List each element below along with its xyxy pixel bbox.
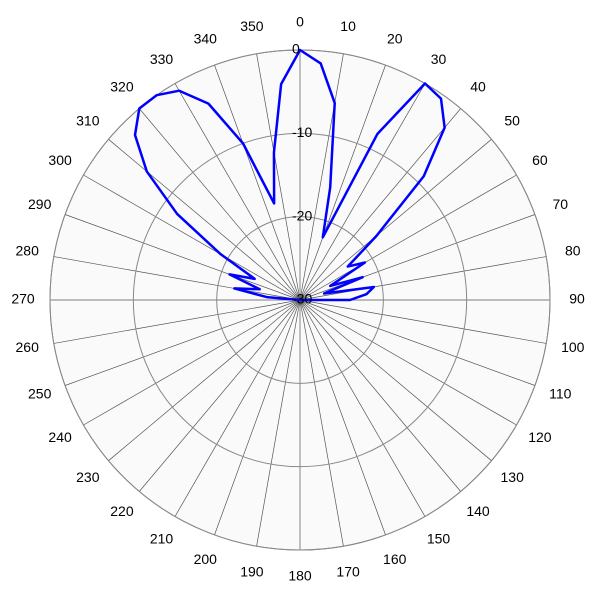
angle-label: 330 — [150, 51, 174, 67]
spoke — [174, 299, 301, 517]
spoke — [299, 83, 426, 301]
angle-label: 150 — [427, 531, 451, 547]
r-tick-label: -10 — [292, 124, 312, 140]
angle-label: 240 — [48, 429, 72, 445]
spoke — [299, 108, 461, 301]
angle-label: 70 — [553, 196, 569, 212]
angle-label: 190 — [240, 563, 264, 579]
spoke — [139, 108, 301, 301]
spoke — [299, 299, 386, 536]
r-tick-label: 0 — [292, 41, 300, 57]
angle-label: 180 — [288, 568, 312, 584]
spoke — [299, 299, 547, 344]
spoke — [299, 299, 536, 386]
spoke — [139, 299, 301, 492]
angle-label: 280 — [16, 243, 40, 259]
angle-label: 290 — [28, 196, 52, 212]
spoke — [299, 214, 536, 301]
angle-label: 120 — [528, 429, 552, 445]
angle-label: 250 — [28, 385, 52, 401]
spoke — [256, 53, 301, 301]
angle-label: 10 — [340, 18, 356, 34]
angle-label: 20 — [387, 30, 403, 46]
spoke — [53, 299, 301, 344]
angle-label: 310 — [76, 113, 100, 129]
angle-label: 230 — [76, 469, 100, 485]
angle-label: 220 — [110, 503, 134, 519]
angle-label: 160 — [383, 551, 407, 567]
angle-label: 340 — [194, 30, 218, 46]
spoke — [214, 299, 301, 536]
angle-label: 80 — [565, 243, 581, 259]
angle-label: 40 — [470, 79, 486, 95]
spoke — [83, 174, 301, 301]
spoke — [83, 299, 301, 426]
angle-label: 90 — [569, 291, 585, 307]
spoke — [53, 256, 301, 301]
spoke — [214, 64, 301, 301]
angle-label: 260 — [16, 339, 40, 355]
r-tick-label: -20 — [292, 207, 312, 223]
spoke — [108, 299, 301, 461]
grid-ring — [132, 132, 468, 468]
grid-ring — [216, 216, 384, 384]
spoke — [64, 299, 301, 386]
spoke — [299, 299, 344, 547]
pattern-line — [133, 48, 446, 302]
angle-label: 130 — [501, 469, 525, 485]
spoke — [256, 299, 301, 547]
angle-label: 200 — [194, 551, 218, 567]
spoke — [299, 299, 461, 492]
angle-label: 60 — [532, 152, 548, 168]
spoke — [64, 214, 301, 301]
spoke — [174, 83, 301, 301]
angle-label: 140 — [466, 503, 490, 519]
spoke — [299, 174, 517, 301]
spoke — [299, 299, 426, 517]
angle-label: 110 — [549, 385, 572, 401]
spoke — [299, 64, 386, 301]
angle-label: 350 — [240, 18, 264, 34]
angle-label: 210 — [150, 531, 174, 547]
spoke — [299, 299, 492, 461]
spoke — [299, 53, 344, 301]
angle-label: 170 — [336, 563, 360, 579]
angle-label: 100 — [561, 339, 585, 355]
angle-label: 320 — [110, 79, 134, 95]
r-tick-label: -30 — [292, 291, 312, 307]
angle-label: 270 — [11, 291, 35, 307]
angle-label: 0 — [296, 14, 304, 30]
spoke — [299, 139, 492, 301]
angle-label: 50 — [504, 113, 520, 129]
spoke — [299, 299, 517, 426]
angle-label: 30 — [431, 51, 447, 67]
spoke — [299, 256, 547, 301]
spoke — [108, 139, 301, 301]
angle-label: 300 — [48, 152, 72, 168]
